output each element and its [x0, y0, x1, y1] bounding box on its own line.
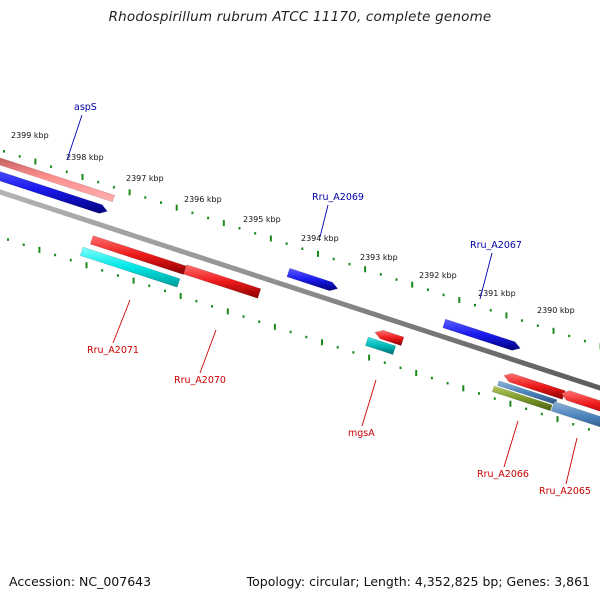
gene-label: Rru_A2071	[87, 345, 139, 356]
map-title: Rhodospirillum rubrum ATCC 11170, comple…	[108, 9, 492, 25]
scale-tick-label: 2398 kbp	[66, 153, 104, 162]
gene-label: Rru_A2066	[477, 469, 529, 480]
genome-backbone	[0, 189, 600, 391]
gene-leader-line	[479, 252, 493, 300]
gene-leader-line	[199, 329, 217, 374]
gene-label: Rru_A2067	[470, 240, 522, 251]
scale-tick-label: 2395 kbp	[243, 215, 281, 224]
scale-tick-label: 2396 kbp	[184, 195, 222, 204]
gene-arrow	[79, 246, 181, 288]
gene-arrow	[560, 390, 600, 412]
gene-arrow	[89, 235, 187, 275]
scale-tick-label: 2391 kbp	[478, 289, 516, 298]
gene-arrow	[286, 267, 339, 292]
gene-leader-line	[503, 420, 519, 468]
gene-leader-line	[565, 437, 578, 485]
gene-label: Rru_A2065	[539, 486, 591, 497]
gene-leader-line	[66, 114, 83, 161]
scale-tick-label: 2397 kbp	[126, 174, 164, 183]
gene-arrow	[442, 318, 521, 351]
genome-summary-text: Topology: circular; Length: 4,352,825 bp…	[246, 574, 590, 589]
scale-tick-label: 2390 kbp	[537, 306, 575, 315]
gene-arrow	[0, 171, 108, 214]
gene-label: Rru_A2069	[312, 192, 364, 203]
gene-label: aspS	[74, 102, 97, 113]
scale-tick-label: 2392 kbp	[419, 271, 457, 280]
scale-tick-label: 2394 kbp	[301, 234, 339, 243]
gene-label: mgsA	[348, 428, 375, 439]
gene-arrow	[365, 336, 397, 355]
scale-tick-label: 2399 kbp	[11, 131, 49, 140]
gene-label: Rru_A2070	[174, 375, 226, 386]
gene-arrow	[550, 401, 600, 428]
gene-arrow	[374, 329, 405, 346]
gene-leader-line	[319, 204, 329, 238]
gene-leader-line	[361, 379, 377, 427]
scale-tick-label: 2393 kbp	[360, 253, 398, 262]
gene-arrow	[183, 264, 262, 299]
gene-leader-line	[112, 299, 131, 344]
accession-text: Accession: NC_007643	[9, 574, 152, 589]
gene-arrow	[491, 385, 553, 412]
gene-arrow	[0, 157, 116, 203]
